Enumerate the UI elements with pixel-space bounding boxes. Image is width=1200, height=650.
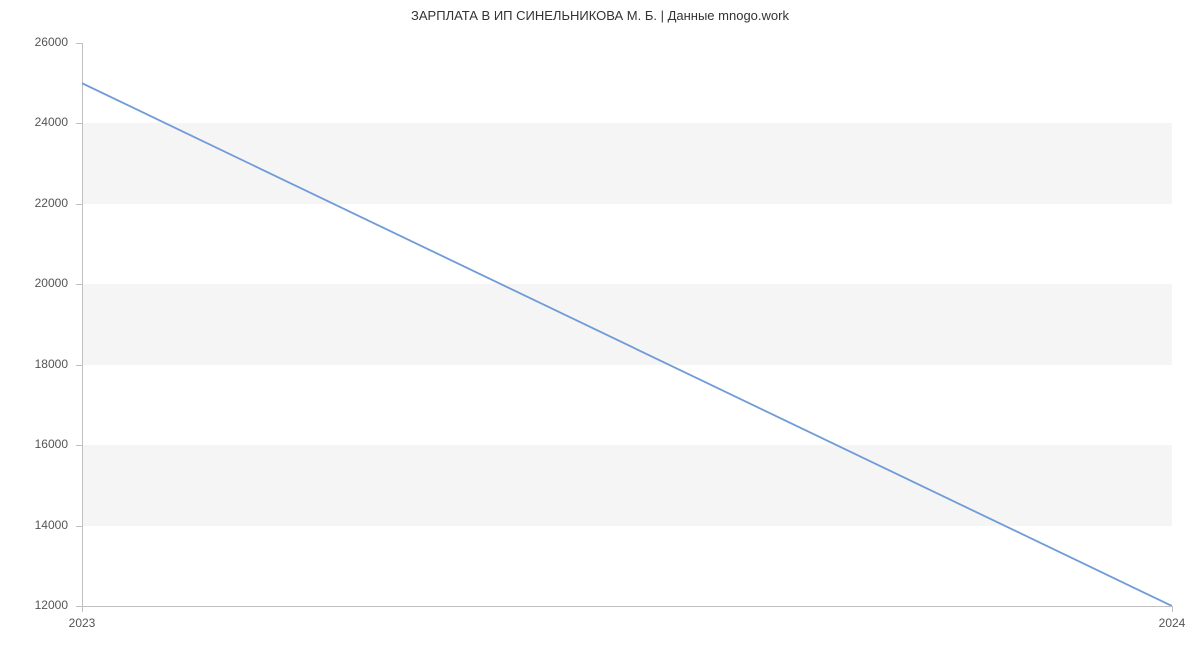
y-tick-label: 26000 [16,35,68,49]
y-tick-label: 16000 [16,437,68,451]
y-tick-label: 24000 [16,115,68,129]
y-tick-label: 18000 [16,357,68,371]
series-line [82,83,1172,606]
series-layer [82,43,1172,606]
y-tick-label: 22000 [16,196,68,210]
x-axis [82,606,1172,607]
y-tick-label: 20000 [16,276,68,290]
chart-title: ЗАРПЛАТА В ИП СИНЕЛЬНИКОВА М. Б. | Данны… [0,8,1200,23]
plot-area: 1200014000160001800020000220002400026000… [82,43,1172,606]
x-tick [1172,606,1173,612]
chart-container: ЗАРПЛАТА В ИП СИНЕЛЬНИКОВА М. Б. | Данны… [0,0,1200,650]
x-tick-label: 2024 [1142,616,1200,630]
y-tick-label: 14000 [16,518,68,532]
y-tick-label: 12000 [16,598,68,612]
x-tick [82,606,83,612]
x-tick-label: 2023 [52,616,112,630]
